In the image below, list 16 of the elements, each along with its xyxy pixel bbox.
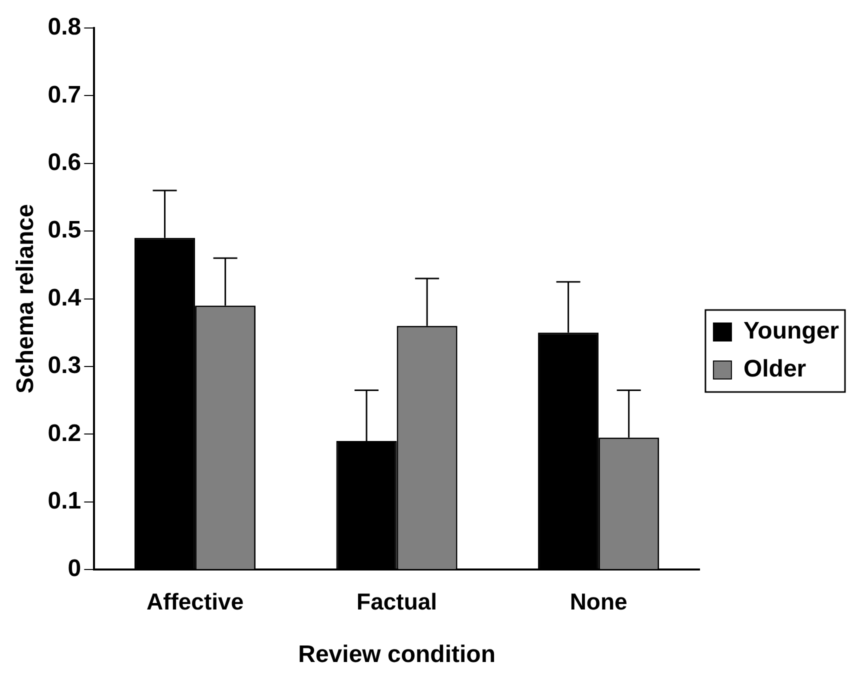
y-tick-label: 0.7 [48, 81, 82, 108]
x-tick-label: None [570, 588, 628, 615]
y-tick-label: 0.2 [48, 420, 82, 447]
y-tick-label: 0 [68, 555, 82, 582]
x-tick-label: Factual [356, 588, 438, 615]
legend-label: Younger [743, 318, 840, 345]
x-axis-title: Review condition [298, 641, 496, 668]
y-tick-label: 0.3 [48, 352, 82, 380]
legend-label: Older [743, 356, 806, 383]
y-tick-label: 0.1 [48, 488, 82, 515]
y-tick-label: 0.8 [48, 14, 82, 41]
y-tick-label: 0.6 [48, 149, 82, 176]
y-tick-label: 0.5 [48, 216, 82, 244]
y-axis-title: Schema reliance [12, 204, 40, 394]
x-tick-label: Affective [146, 588, 244, 615]
y-tick-label: 0.4 [48, 284, 82, 312]
